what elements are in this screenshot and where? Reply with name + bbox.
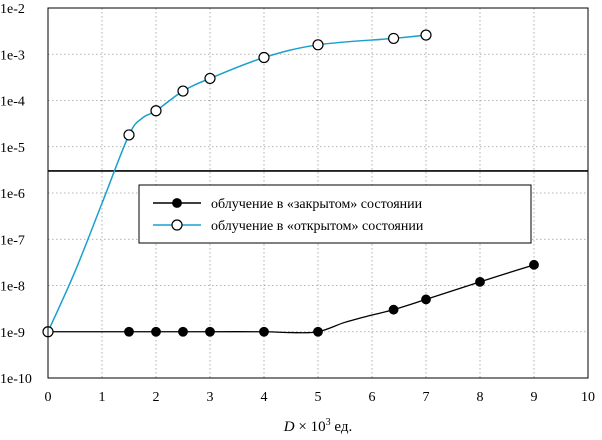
data-point bbox=[388, 304, 399, 315]
series-line bbox=[47, 264, 535, 334]
series-1 bbox=[43, 259, 539, 337]
series-line bbox=[47, 34, 427, 333]
y-tick-label: 1e-9 bbox=[0, 326, 25, 341]
x-tick-label: 2 bbox=[153, 390, 160, 405]
data-point bbox=[205, 326, 215, 337]
y-tick-label: 1e-3 bbox=[0, 48, 25, 63]
data-point bbox=[475, 276, 485, 287]
y-tick-label: 1e-6 bbox=[0, 187, 25, 202]
x-tick-label: 4 bbox=[261, 390, 268, 405]
data-point bbox=[313, 326, 323, 337]
data-point bbox=[258, 51, 270, 64]
data-point bbox=[204, 72, 216, 85]
series-group bbox=[42, 29, 539, 338]
tick-labels: 0 1 2 3 4 5 6 7 8 9 10 1e-2 1e-3 1e-4 1e-5 1e-6 1e-7 1e-8… bbox=[0, 2, 595, 405]
y-tick-label: 1e-5 bbox=[0, 141, 25, 156]
x-tick-label: 0 bbox=[45, 390, 52, 405]
data-point bbox=[150, 105, 162, 117]
y-tick-label: 1e-2 bbox=[0, 2, 25, 17]
legend-label: облучение в «открытом» состоянии bbox=[211, 219, 424, 234]
legend-box bbox=[138, 184, 532, 244]
legend-marker bbox=[172, 198, 182, 208]
x-tick-label: 5 bbox=[315, 390, 322, 405]
legend-marker bbox=[171, 219, 183, 231]
data-point bbox=[151, 326, 161, 337]
data-point bbox=[178, 326, 188, 337]
data-point bbox=[177, 85, 189, 97]
legend-label: облучение в «закрытом» состоянии bbox=[211, 197, 423, 212]
data-point bbox=[124, 326, 134, 337]
data-point bbox=[388, 32, 400, 45]
x-tick-label: 10 bbox=[581, 390, 595, 405]
plot-frame bbox=[47, 7, 589, 379]
y-tick-label: 1e-7 bbox=[0, 233, 25, 248]
x-tick-label: 6 bbox=[369, 390, 376, 405]
y-tick-label: 1e-4 bbox=[0, 95, 25, 110]
x-axis-label: D × 103 ед. bbox=[283, 417, 352, 435]
data-point bbox=[312, 39, 324, 51]
legend: облучение в «закрытом» состоянии облучени… bbox=[138, 184, 532, 244]
data-point bbox=[420, 29, 432, 41]
x-tick-label: 9 bbox=[531, 390, 538, 405]
data-point bbox=[123, 129, 135, 141]
data-point bbox=[529, 259, 539, 270]
data-point bbox=[259, 326, 269, 337]
series-2 bbox=[42, 29, 432, 338]
data-point bbox=[421, 294, 431, 305]
y-tick-label: 1e-10 bbox=[0, 372, 32, 387]
x-tick-label: 3 bbox=[207, 390, 214, 405]
x-tick-label: 8 bbox=[477, 390, 484, 405]
x-tick-label: 1 bbox=[99, 390, 106, 405]
y-tick-label: 1e-8 bbox=[0, 280, 25, 295]
x-tick-label: 7 bbox=[423, 390, 430, 405]
